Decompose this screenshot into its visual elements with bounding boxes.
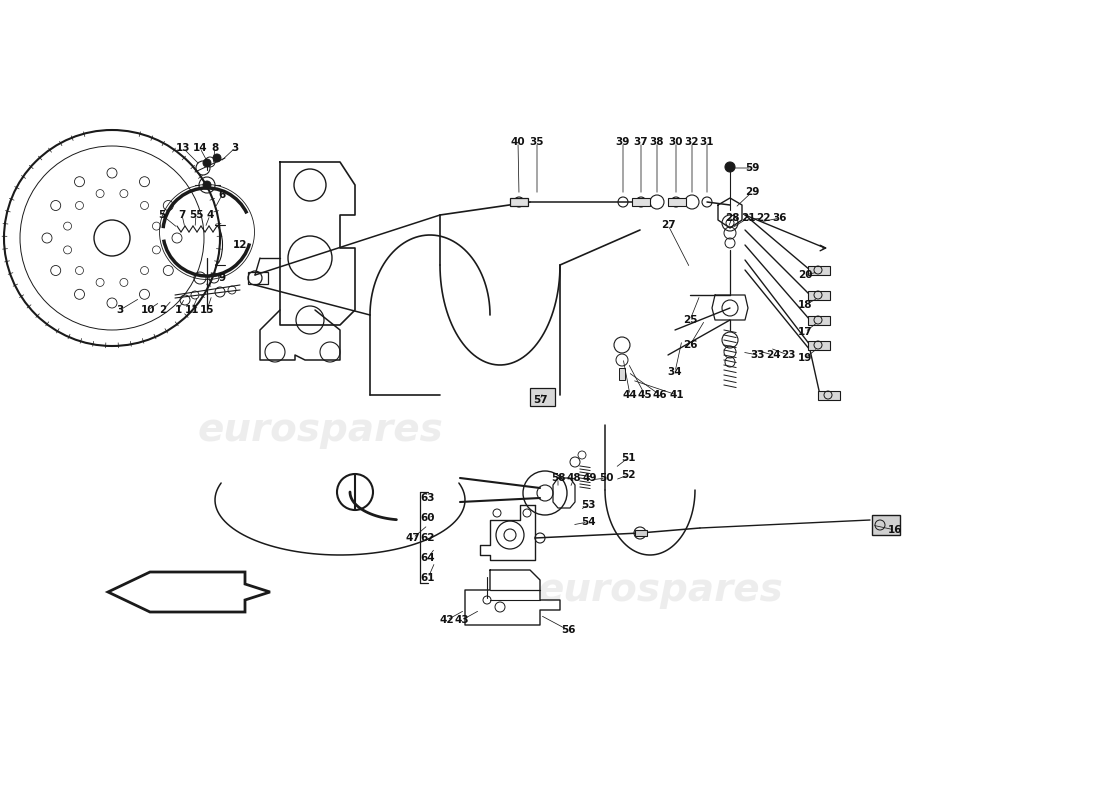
Text: 47: 47 xyxy=(406,533,420,543)
Text: 9: 9 xyxy=(219,273,225,283)
Text: 50: 50 xyxy=(598,473,614,483)
Text: 4: 4 xyxy=(207,210,213,220)
Text: 29: 29 xyxy=(745,187,759,197)
Text: 61: 61 xyxy=(420,573,436,583)
Text: 36: 36 xyxy=(772,213,788,223)
Text: 44: 44 xyxy=(623,390,637,400)
Text: 63: 63 xyxy=(420,493,436,503)
Text: 13: 13 xyxy=(176,143,190,153)
Text: 3: 3 xyxy=(117,305,123,315)
Bar xyxy=(632,198,650,206)
Bar xyxy=(668,198,686,206)
Text: 18: 18 xyxy=(798,300,812,310)
Text: 53: 53 xyxy=(581,500,595,510)
Text: 25: 25 xyxy=(683,315,697,325)
Text: 2: 2 xyxy=(160,305,166,315)
Text: 6: 6 xyxy=(219,190,225,200)
Circle shape xyxy=(213,154,221,162)
Bar xyxy=(635,530,647,536)
Text: 59: 59 xyxy=(745,163,759,173)
Text: 21: 21 xyxy=(740,213,756,223)
Text: 3: 3 xyxy=(231,143,239,153)
Text: 52: 52 xyxy=(620,470,636,480)
Bar xyxy=(530,388,556,406)
Text: 35: 35 xyxy=(530,137,544,147)
Bar xyxy=(808,316,830,325)
Text: 41: 41 xyxy=(670,390,684,400)
Text: 49: 49 xyxy=(583,473,597,483)
Text: 26: 26 xyxy=(683,340,697,350)
Text: 45: 45 xyxy=(638,390,652,400)
Text: 57: 57 xyxy=(532,395,548,405)
Text: 32: 32 xyxy=(684,137,700,147)
Text: 28: 28 xyxy=(725,213,739,223)
Bar xyxy=(808,341,830,350)
Text: 42: 42 xyxy=(440,615,454,625)
Text: 27: 27 xyxy=(661,220,675,230)
Text: 24: 24 xyxy=(766,350,780,360)
Text: 51: 51 xyxy=(620,453,636,463)
Circle shape xyxy=(204,159,211,167)
Text: 1: 1 xyxy=(175,305,182,315)
Text: 56: 56 xyxy=(561,625,575,635)
Circle shape xyxy=(725,162,735,172)
Bar xyxy=(619,368,625,380)
Text: 33: 33 xyxy=(750,350,766,360)
Text: eurospares: eurospares xyxy=(537,571,783,609)
Text: eurospares: eurospares xyxy=(197,411,443,449)
Text: 31: 31 xyxy=(700,137,714,147)
Text: 37: 37 xyxy=(634,137,648,147)
Text: 64: 64 xyxy=(420,553,436,563)
Text: 16: 16 xyxy=(888,525,902,535)
Text: 39: 39 xyxy=(616,137,630,147)
Text: 17: 17 xyxy=(798,327,812,337)
Bar xyxy=(510,198,528,206)
Text: 58: 58 xyxy=(551,473,565,483)
Text: 30: 30 xyxy=(669,137,683,147)
Bar xyxy=(808,291,830,300)
Text: 11: 11 xyxy=(185,305,199,315)
Text: 8: 8 xyxy=(211,143,219,153)
Bar xyxy=(818,391,840,400)
Text: 38: 38 xyxy=(650,137,664,147)
Text: 46: 46 xyxy=(652,390,668,400)
Text: 5: 5 xyxy=(158,210,166,220)
Text: 54: 54 xyxy=(581,517,595,527)
Text: 12: 12 xyxy=(233,240,248,250)
Text: 23: 23 xyxy=(781,350,795,360)
Text: 60: 60 xyxy=(420,513,436,523)
Text: 40: 40 xyxy=(510,137,526,147)
Text: 20: 20 xyxy=(798,270,812,280)
Bar xyxy=(872,515,900,535)
Text: 15: 15 xyxy=(200,305,214,315)
Bar xyxy=(808,266,830,275)
Text: 34: 34 xyxy=(668,367,682,377)
Text: 62: 62 xyxy=(420,533,436,543)
Text: 19: 19 xyxy=(798,353,812,363)
Text: 10: 10 xyxy=(141,305,155,315)
Text: 48: 48 xyxy=(566,473,581,483)
Text: 14: 14 xyxy=(192,143,207,153)
Circle shape xyxy=(204,181,211,189)
Text: 55: 55 xyxy=(189,210,204,220)
Bar xyxy=(248,272,268,284)
Text: 43: 43 xyxy=(454,615,470,625)
Text: 22: 22 xyxy=(756,213,770,223)
Text: 7: 7 xyxy=(178,210,186,220)
